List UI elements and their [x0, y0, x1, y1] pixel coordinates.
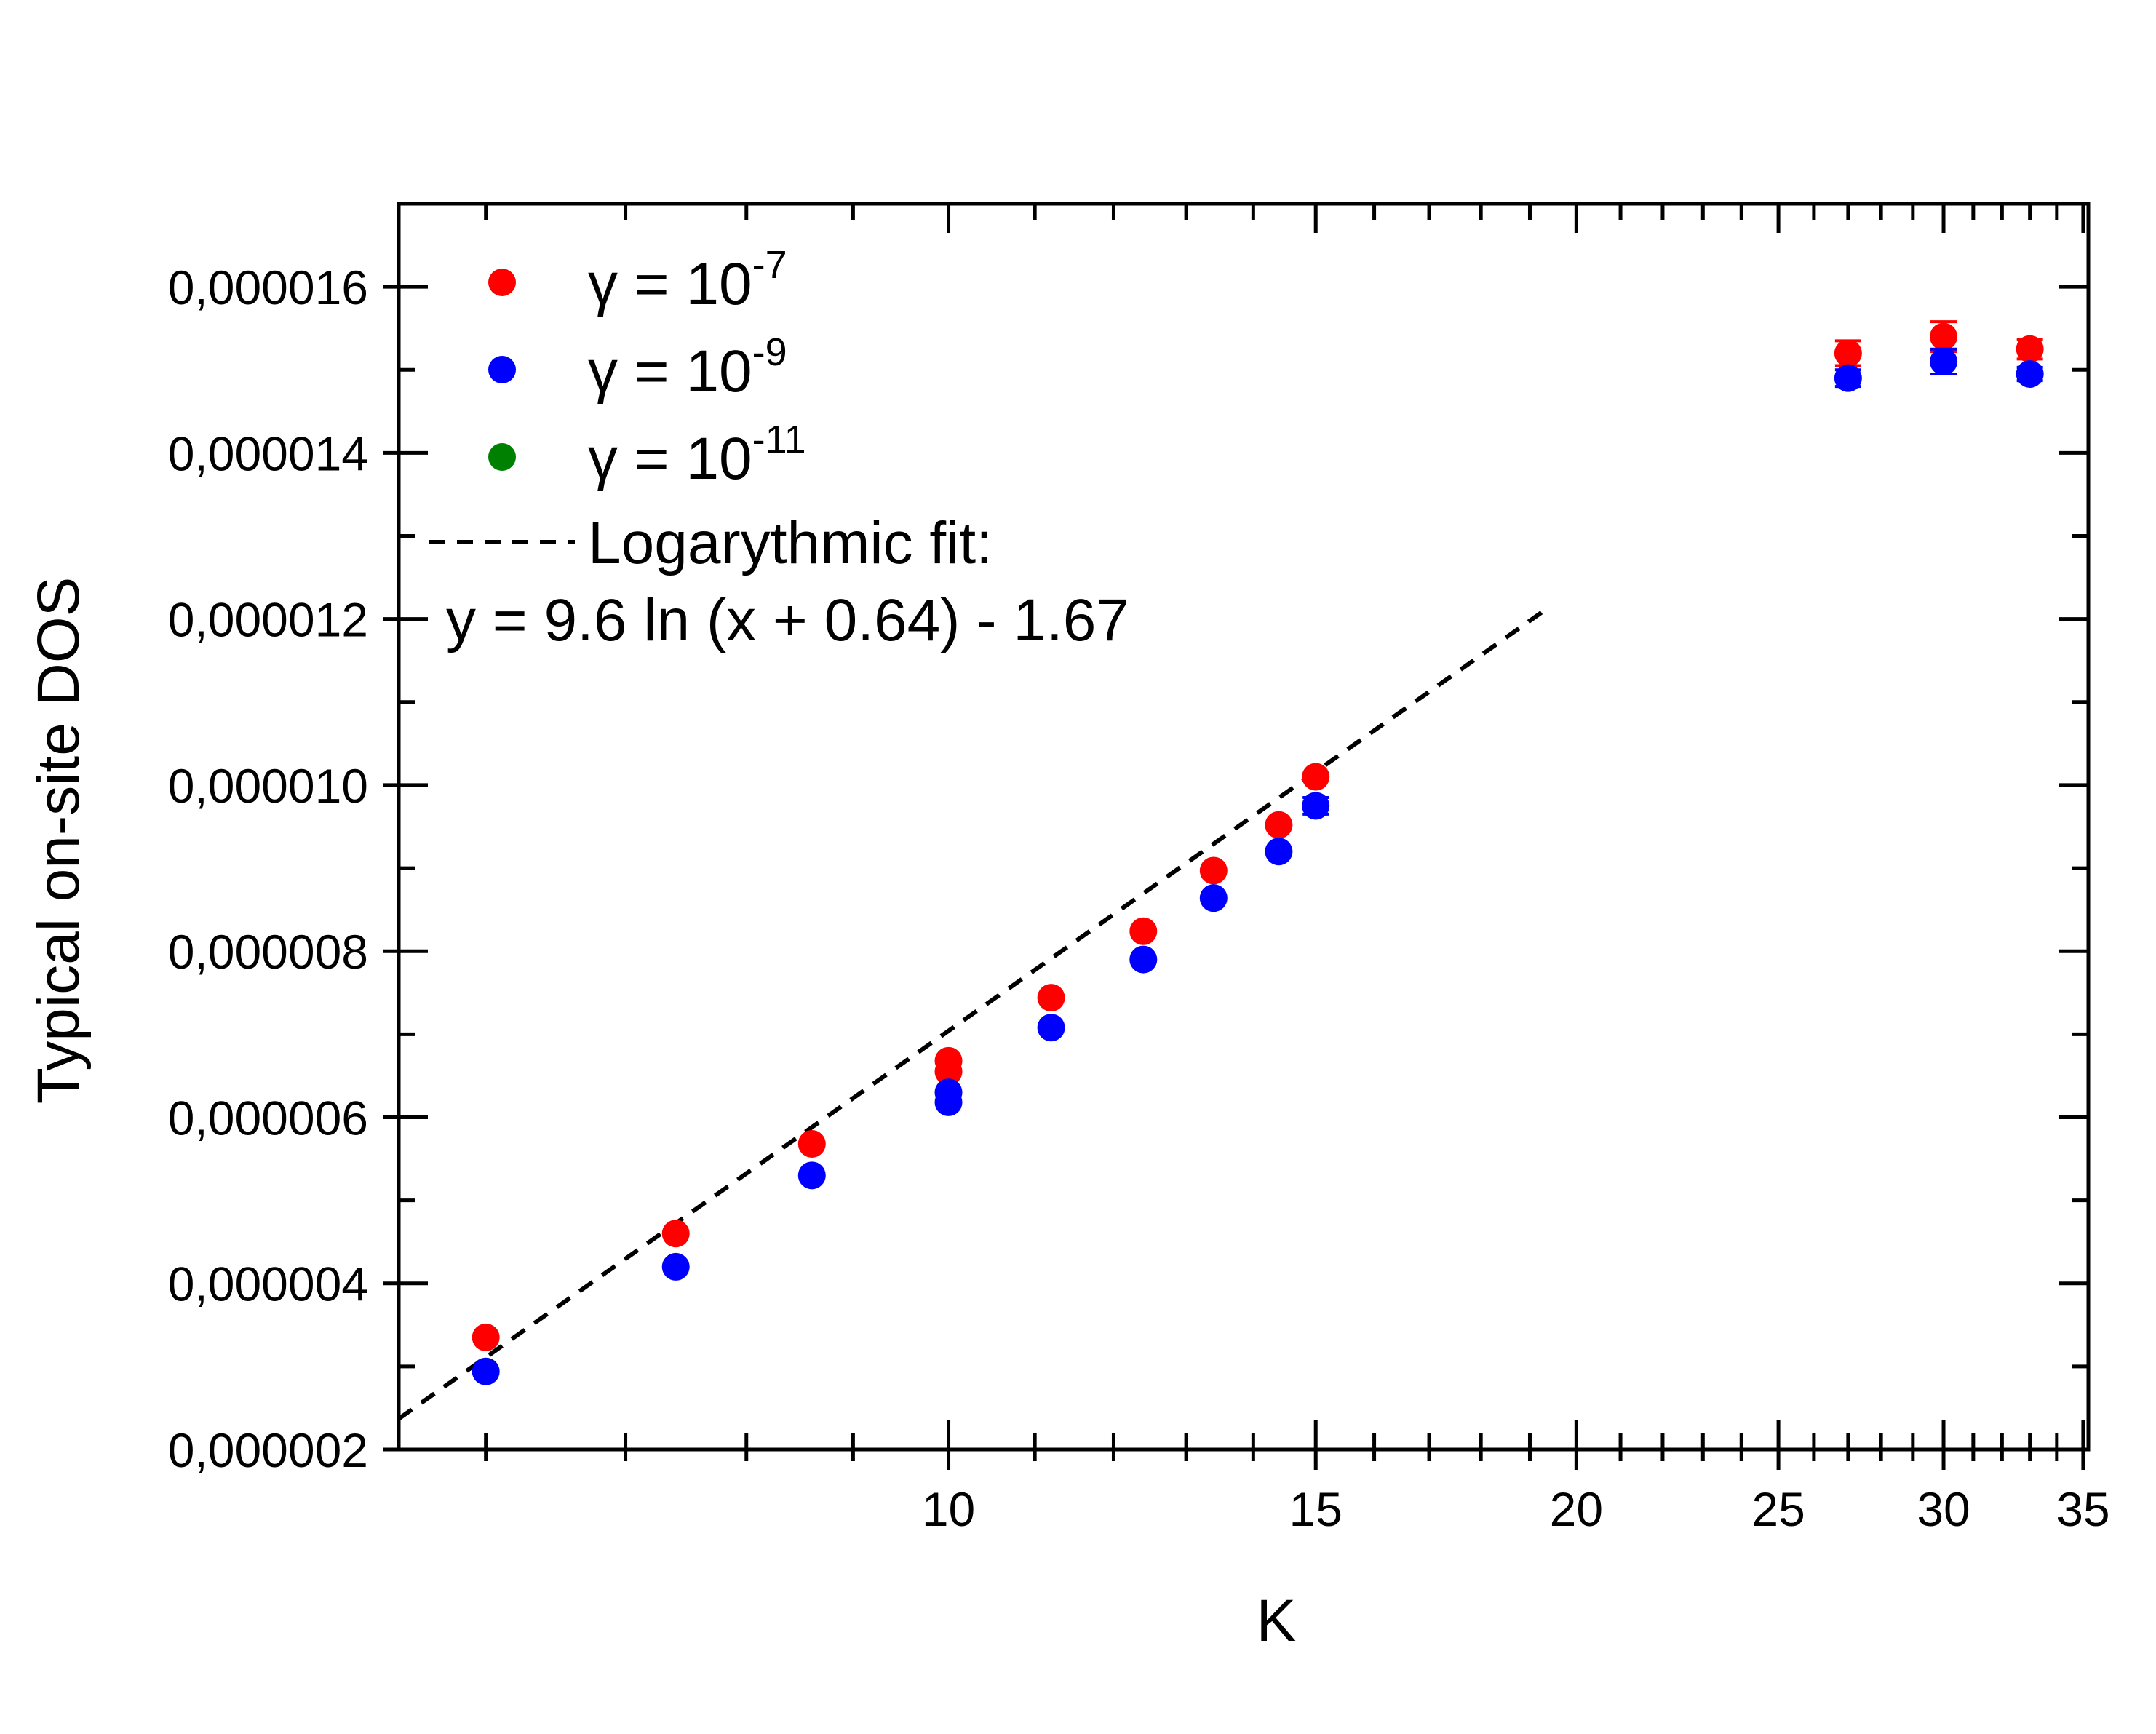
- legend-marker-series-2: [488, 443, 516, 471]
- data-point-series-0: [797, 1129, 826, 1158]
- x-tick-label: 10: [922, 1482, 975, 1536]
- y-tick-label: 0,000008: [168, 925, 368, 979]
- x-tick-label: 30: [1917, 1482, 1970, 1536]
- y-tick-label: 0,000014: [168, 426, 368, 480]
- data-point-series-1: [1302, 792, 1330, 820]
- y-tick-label: 0,000012: [168, 593, 368, 647]
- data-point-series-1: [797, 1161, 826, 1190]
- legend-marker-series-0: [488, 269, 516, 296]
- data-point-series-1: [1930, 347, 1958, 375]
- x-axis-title: K: [1257, 1588, 1297, 1654]
- y-tick-label: 0,000010: [168, 759, 368, 813]
- y-axis-title: Typical on-site DOS: [25, 577, 92, 1105]
- x-tick-label: 20: [1550, 1482, 1603, 1536]
- legend-label-exponent: -9: [752, 330, 787, 374]
- data-point-series-0: [1302, 763, 1330, 791]
- legend-label-exponent: -11: [752, 418, 806, 461]
- legend-label-series-0: γ = 10-7: [588, 243, 787, 317]
- y-tick-label: 0,000002: [168, 1423, 368, 1477]
- data-point-series-1: [1129, 945, 1158, 974]
- legend-marker-series-1: [488, 356, 516, 383]
- x-tick-label: 15: [1289, 1482, 1342, 1536]
- data-point-series-1: [934, 1088, 963, 1116]
- data-point-series-0: [1265, 811, 1293, 839]
- legend-label-exponent: -7: [752, 243, 787, 287]
- fit-line: [397, 608, 1546, 1421]
- legend-label-series-2: γ = 10-11: [588, 418, 806, 492]
- data-point-series-0: [472, 1323, 500, 1351]
- y-tick-label: 0,000016: [168, 261, 368, 314]
- data-point-series-1: [1199, 884, 1228, 912]
- fit-equation: y = 9.6 ln (x + 0.64) - 1.67: [446, 587, 1129, 653]
- data-point-series-0: [1199, 856, 1228, 885]
- data-point-series-1: [1265, 838, 1293, 866]
- legend-label-text: γ = 10: [588, 426, 752, 492]
- data-point-series-1: [1834, 364, 1862, 392]
- x-tick-label: 25: [1751, 1482, 1805, 1536]
- y-tick-label: 0,000006: [168, 1091, 368, 1145]
- data-point-series-1: [661, 1252, 690, 1281]
- legend-label-series-1: γ = 10-9: [588, 330, 787, 405]
- y-tick-label: 0,000004: [168, 1257, 368, 1311]
- legend-label-text: γ = 10: [588, 251, 752, 317]
- plot-frame: [397, 202, 2091, 1452]
- data-point-series-0: [2016, 335, 2044, 363]
- data-point-series-1: [2016, 359, 2044, 388]
- data-point-series-1: [472, 1357, 500, 1385]
- legend-fit-label: Logarythmic fit:: [588, 510, 993, 576]
- data-point-series-0: [1129, 917, 1158, 945]
- data-point-series-0: [1930, 322, 1958, 351]
- legend-label-text: γ = 10: [588, 338, 752, 405]
- data-point-series-0: [661, 1220, 690, 1248]
- data-point-series-0: [1037, 984, 1065, 1012]
- data-point-series-0: [934, 1057, 963, 1086]
- x-tick-label: 35: [2056, 1482, 2109, 1536]
- data-point-series-1: [1037, 1014, 1065, 1042]
- data-point-series-0: [1834, 339, 1862, 367]
